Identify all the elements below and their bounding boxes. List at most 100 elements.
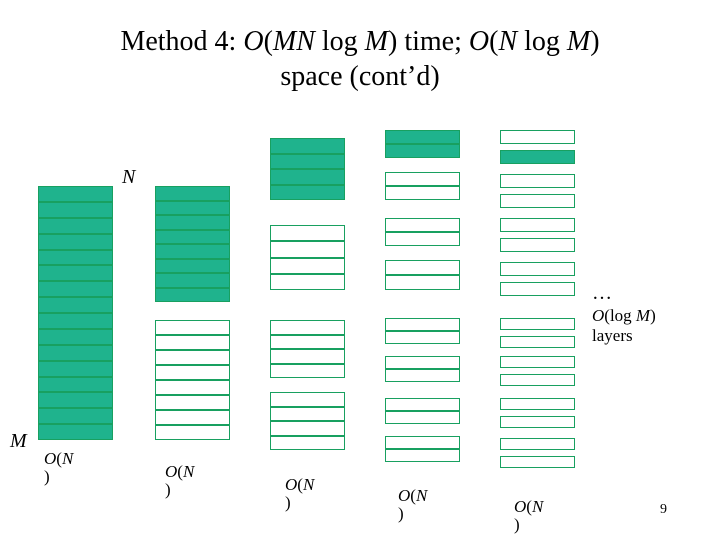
cell [155, 215, 230, 230]
cell [500, 374, 575, 386]
column [270, 130, 345, 490]
cell [270, 407, 345, 422]
cell-group [385, 356, 460, 382]
cell-group [270, 138, 345, 200]
layers-label: O(log M) layers [592, 306, 690, 346]
cell [155, 186, 230, 201]
cell [270, 154, 345, 170]
cell-group [500, 318, 575, 330]
cell [38, 265, 113, 281]
cell [155, 244, 230, 259]
cell [38, 313, 113, 329]
cell-group [500, 282, 575, 296]
cell [270, 169, 345, 185]
cell [385, 398, 460, 411]
cell [385, 275, 460, 290]
cell [38, 408, 113, 424]
cell [385, 356, 460, 369]
cell [38, 377, 113, 393]
cell-group [385, 218, 460, 246]
cell-group [385, 436, 460, 462]
cell [270, 392, 345, 407]
cell-group [500, 416, 575, 428]
cell [500, 150, 575, 164]
cell [38, 281, 113, 297]
cell [38, 186, 113, 202]
cell [270, 185, 345, 201]
cell [385, 130, 460, 144]
slide: { "title_html": "Method 4: <span class='… [0, 0, 720, 540]
cell [500, 456, 575, 468]
cell [155, 350, 230, 365]
cell [155, 259, 230, 274]
cell [385, 260, 460, 275]
cell-group [385, 172, 460, 200]
cell [38, 297, 113, 313]
layer-diagram: N M … O(log M) layers O(N)O(N)O(N)O(N)O(… [10, 130, 690, 510]
cell [38, 234, 113, 250]
cell [155, 320, 230, 335]
cell-group [500, 174, 575, 188]
cell [38, 250, 113, 266]
cell [155, 410, 230, 425]
cell-group [500, 262, 575, 276]
cell-group [500, 356, 575, 368]
cell [385, 449, 460, 462]
cell [38, 218, 113, 234]
cell [500, 336, 575, 348]
cell [500, 356, 575, 368]
column [385, 130, 460, 490]
cell [155, 201, 230, 216]
m-label: M [10, 430, 27, 453]
cell-group [155, 186, 230, 302]
slide-title: Method 4: O(MN log M) time; O(N log M)sp… [0, 24, 720, 94]
cell-group [385, 318, 460, 344]
cell [270, 436, 345, 451]
cell [38, 392, 113, 408]
cell [270, 258, 345, 274]
cell [270, 274, 345, 290]
cell [385, 369, 460, 382]
cell-group [500, 456, 575, 468]
cell-group [500, 194, 575, 208]
cell-group [270, 225, 345, 290]
cell [155, 288, 230, 303]
cell-group [500, 398, 575, 410]
cell-group [385, 130, 460, 158]
cell-group [270, 392, 345, 450]
cell [385, 331, 460, 344]
cell [270, 421, 345, 436]
cell [385, 318, 460, 331]
cell [385, 436, 460, 449]
cell [500, 262, 575, 276]
cell [270, 225, 345, 241]
ellipsis: … [592, 282, 612, 305]
cell-group [500, 438, 575, 450]
column-label: O(N) [514, 498, 543, 534]
column [38, 130, 113, 490]
cell-group [155, 320, 230, 440]
slide-number: 9 [660, 502, 667, 518]
n-label: N [122, 166, 135, 189]
cell [500, 438, 575, 450]
cell [385, 186, 460, 200]
cell [270, 241, 345, 257]
cell-group [500, 130, 575, 144]
column-label: O(N) [165, 463, 194, 499]
cell-group [500, 336, 575, 348]
cell [155, 273, 230, 288]
column-label: O(N) [398, 487, 427, 523]
cell [385, 218, 460, 232]
cell [270, 335, 345, 350]
cell [500, 218, 575, 232]
cell [500, 318, 575, 330]
cell [155, 395, 230, 410]
cell [155, 335, 230, 350]
cell [500, 130, 575, 144]
cell [155, 365, 230, 380]
column [155, 130, 230, 490]
cell [385, 172, 460, 186]
cell [155, 425, 230, 440]
cell [270, 364, 345, 379]
cell [38, 361, 113, 377]
